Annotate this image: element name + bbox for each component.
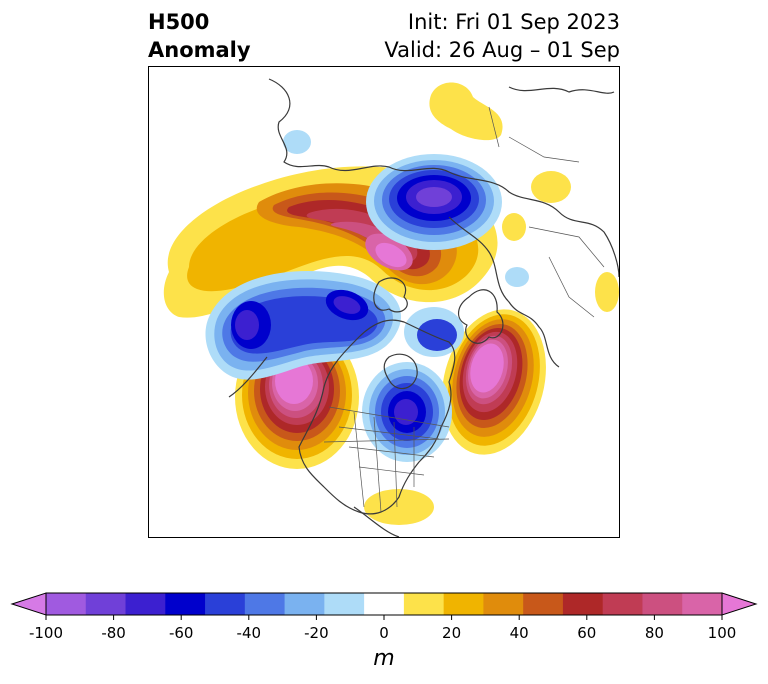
colorbar-segment (523, 593, 564, 615)
map-title: H500 Anomaly (148, 8, 251, 64)
colorbar-segment (244, 593, 286, 615)
colorbar-segment (205, 593, 246, 615)
colorbar-segment (562, 593, 604, 615)
colorbar-segment (443, 593, 484, 615)
colorbar-segment (682, 593, 723, 615)
colorbar-tick-label: -40 (236, 624, 262, 642)
colorbar-segment (483, 593, 524, 615)
colorbar-tick-label: 80 (644, 624, 664, 642)
title-line-2: Anomaly (148, 38, 251, 62)
colorbar-segment (602, 593, 643, 615)
anomaly-map (148, 66, 620, 538)
colorbar (10, 592, 758, 620)
colorbar-segment (284, 593, 325, 615)
coastlines (228, 78, 619, 537)
anomaly-map-canvas (163, 78, 619, 537)
colorbar-tick-label: -60 (168, 624, 194, 642)
colorbar-segment (165, 593, 206, 615)
colorbar-extend-min (10, 592, 47, 616)
init-date: Init: Fri 01 Sep 2023 (407, 10, 620, 34)
colorbar-segment (85, 593, 127, 615)
trough-patches-minor (283, 130, 529, 287)
colorbar-segment (403, 593, 445, 615)
colorbar-tick-label: -80 (101, 624, 126, 642)
ridge-center-north-atlantic (442, 309, 546, 455)
colorbar-segment (324, 593, 365, 615)
colorbar-tick-label: -20 (304, 624, 329, 642)
colorbar-tick-label: 40 (509, 624, 529, 642)
date-info: Init: Fri 01 Sep 2023 Valid: 26 Aug – 01… (384, 8, 620, 64)
title-line-1: H500 (148, 10, 210, 34)
colorbar-ticks: -100 -80 -60 -40 -20 0 20 40 60 80 100 (0, 622, 768, 646)
colorbar-tick-label: 60 (577, 624, 597, 642)
colorbar-tick-label: 20 (442, 624, 462, 642)
valid-range: Valid: 26 Aug – 01 Sep (384, 38, 620, 62)
colorbar-segment (642, 593, 683, 615)
trough-center-pacific (205, 271, 402, 380)
colorbar-segment (364, 593, 405, 615)
colorbar-tick-label: 0 (379, 624, 389, 642)
colorbar-tick-label: -100 (28, 624, 64, 642)
colorbar-tick-label: 100 (707, 624, 737, 642)
political-borders (323, 106, 605, 513)
colorbar-segment (125, 593, 166, 615)
colorbar-unit-label: m (373, 646, 395, 671)
colorbar-segment (46, 593, 87, 615)
ridge-patches-minor (364, 82, 619, 525)
colorbar-extend-max (721, 592, 758, 616)
